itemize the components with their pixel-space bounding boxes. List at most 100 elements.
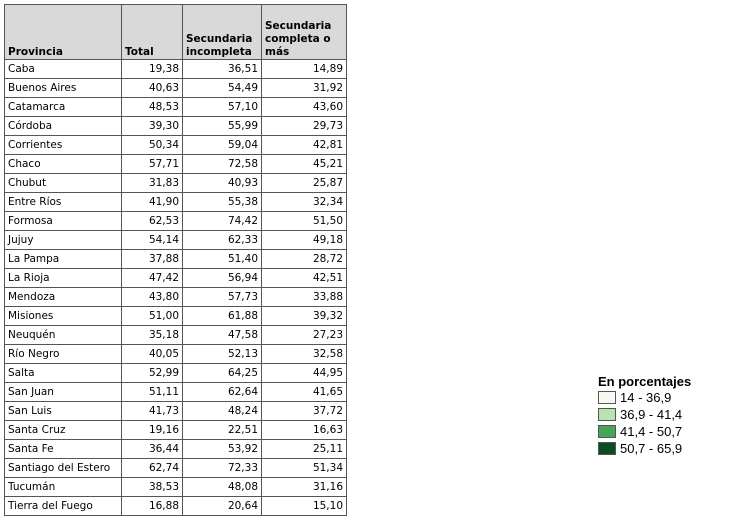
table-row: San Juan 51,11 62,64 41,65 [4,382,347,402]
cell-province: Corrientes [4,135,122,155]
cell-value: 41,73 [121,401,183,421]
cell-province: Entre Ríos [4,192,122,212]
table-row: Corrientes 50,34 59,04 42,81 [4,135,347,155]
cell-value: 19,16 [121,420,183,440]
data-table: Provincia Total Secundaria incompleta Secun… [4,4,347,516]
table-row: Entre Ríos 41,90 55,38 32,34 [4,192,347,212]
cell-value: 25,87 [261,173,347,193]
table-row: Santa Cruz 19,16 22,51 16,63 [4,420,347,440]
cell-value: 62,64 [182,382,262,402]
cell-value: 28,72 [261,249,347,269]
cell-value: 33,88 [261,287,347,307]
cell-value: 50,34 [121,135,183,155]
cell-value: 48,24 [182,401,262,421]
cell-value: 38,53 [121,477,183,497]
table-row: Mendoza 43,80 57,73 33,88 [4,287,347,307]
cell-value: 47,42 [121,268,183,288]
table-row: Formosa 62,53 74,42 51,50 [4,211,347,231]
cell-value: 57,71 [121,154,183,174]
cell-value: 72,58 [182,154,262,174]
cell-value: 56,94 [182,268,262,288]
cell-province: Catamarca [4,97,122,117]
cell-province: Misiones [4,306,122,326]
cell-value: 47,58 [182,325,262,345]
cell-province: Córdoba [4,116,122,136]
cell-province: Chubut [4,173,122,193]
table-row: La Rioja 47,42 56,94 42,51 [4,268,347,288]
cell-value: 43,80 [121,287,183,307]
legend-label: 50,7 - 65,9 [620,441,683,456]
cell-value: 40,05 [121,344,183,364]
table-row: Misiones 51,00 61,88 39,32 [4,306,347,326]
table-row: Catamarca 48,53 57,10 43,60 [4,97,347,117]
cell-value: 22,51 [182,420,262,440]
cell-value: 54,49 [182,78,262,98]
legend-title: En porcentajes [598,374,692,389]
table-row: Santiago del Estero 62,74 72,33 51,34 [4,458,347,478]
cell-province: La Rioja [4,268,122,288]
cell-value: 19,38 [121,59,183,79]
legend-label: 14 - 36,9 [620,390,672,405]
cell-value: 43,60 [261,97,347,117]
header-row: Provincia Total Secundaria incompleta Secun… [4,4,347,60]
table-row: San Luis 41,73 48,24 37,72 [4,401,347,421]
cell-value: 31,16 [261,477,347,497]
cell-province: Chaco [4,154,122,174]
table-row: Neuquén 35,18 47,58 27,23 [4,325,347,345]
column-header: Secundaria completa o más [261,4,347,60]
cell-value: 16,88 [121,496,183,516]
cell-province: San Juan [4,382,122,402]
legend-item: 14 - 36,9 [598,389,691,406]
cell-province: Buenos Aires [4,78,122,98]
cell-value: 62,33 [182,230,262,250]
cell-value: 51,00 [121,306,183,326]
cell-value: 51,40 [182,249,262,269]
legend: En porcentajes 14 - 36,9 36,9 - 41,4 41,… [598,374,691,457]
cell-value: 55,38 [182,192,262,212]
cell-value: 51,11 [121,382,183,402]
cell-value: 57,10 [182,97,262,117]
cell-province: San Luis [4,401,122,421]
cell-value: 53,92 [182,439,262,459]
table-row: Jujuy 54,14 62,33 49,18 [4,230,347,250]
table-row: Chaco 57,71 72,58 45,21 [4,154,347,174]
cell-province: Santa Cruz [4,420,122,440]
cell-value: 35,18 [121,325,183,345]
cell-value: 40,93 [182,173,262,193]
cell-province: Caba [4,59,122,79]
column-header: Total [121,4,183,60]
cell-value: 27,23 [261,325,347,345]
cell-value: 37,88 [121,249,183,269]
cell-province: Santiago del Estero [4,458,122,478]
legend-item: 36,9 - 41,4 [598,406,691,423]
cell-value: 42,81 [261,135,347,155]
table-row: Tucumán 38,53 48,08 31,16 [4,477,347,497]
legend-item: 41,4 - 50,7 [598,423,691,440]
table-body: Caba 19,38 36,51 14,89 Buenos Aires 40,63 54,4… [4,59,347,516]
cell-value: 52,13 [182,344,262,364]
legend-label: 41,4 - 50,7 [620,424,683,439]
cell-value: 61,88 [182,306,262,326]
cell-value: 49,18 [261,230,347,250]
table-row: Córdoba 39,30 55,99 29,73 [4,116,347,136]
table-row: La Pampa 37,88 51,40 28,72 [4,249,347,269]
cell-value: 14,89 [261,59,347,79]
table-row: Caba 19,38 36,51 14,89 [4,59,347,79]
cell-value: 41,90 [121,192,183,212]
table-row: Santa Fe 36,44 53,92 25,11 [4,439,347,459]
cell-value: 32,34 [261,192,347,212]
cell-value: 31,92 [261,78,347,98]
cell-value: 39,32 [261,306,347,326]
cell-value: 59,04 [182,135,262,155]
cell-value: 57,73 [182,287,262,307]
cell-value: 42,51 [261,268,347,288]
cell-province: Tucumán [4,477,122,497]
table-row: Río Negro 40,05 52,13 32,58 [4,344,347,364]
cell-value: 64,25 [182,363,262,383]
cell-province: Formosa [4,211,122,231]
cell-province: Río Negro [4,344,122,364]
cell-value: 62,53 [121,211,183,231]
cell-value: 16,63 [261,420,347,440]
cell-value: 51,50 [261,211,347,231]
cell-value: 74,42 [182,211,262,231]
